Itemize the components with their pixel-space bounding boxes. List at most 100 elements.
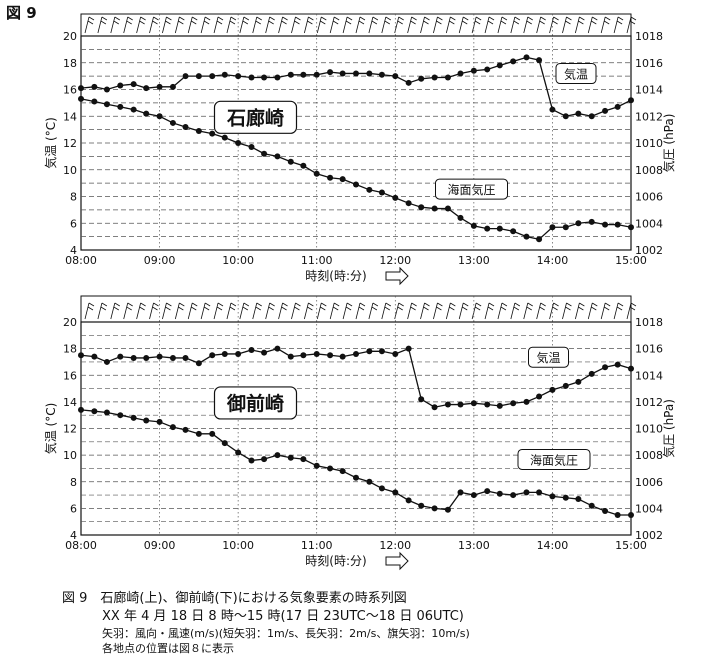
data-point — [143, 85, 150, 92]
wind-barb — [381, 16, 392, 34]
wind-barb — [549, 16, 559, 34]
x-tick-label: 15:00 — [615, 539, 647, 552]
y-tick-label-left: 14 — [63, 396, 77, 409]
data-point — [78, 352, 84, 359]
data-point — [588, 502, 595, 509]
caption-period: XX 年 4 月 18 日 8 時〜15 時(17 日 23UTC〜18 日 0… — [102, 609, 464, 624]
data-point — [182, 73, 189, 80]
data-point — [496, 62, 503, 69]
wind-barb — [97, 302, 108, 320]
data-point — [431, 74, 438, 81]
data-point — [575, 378, 582, 385]
data-point — [353, 70, 359, 77]
x-tick-label: 13:00 — [458, 254, 490, 267]
wind-barb — [252, 16, 262, 34]
data-point — [339, 70, 346, 77]
wind-barb — [510, 302, 521, 320]
x-tick-label: 10:00 — [222, 539, 254, 552]
data-point — [378, 189, 385, 196]
data-point — [418, 502, 425, 509]
data-point — [195, 360, 202, 367]
pressure-callout-label: 海面気圧 — [447, 182, 495, 197]
x-tick-label: 13:00 — [458, 539, 490, 552]
data-point — [261, 456, 268, 463]
data-point — [378, 348, 385, 355]
data-point — [209, 130, 216, 137]
wind-barb — [407, 302, 417, 320]
wind-barb — [278, 302, 288, 320]
data-point — [392, 194, 399, 201]
data-point — [117, 353, 124, 360]
data-point — [484, 66, 491, 73]
data-point — [470, 67, 477, 74]
caption-barb-legend: 矢羽：風向・風速(m/s)(短矢羽：1m/s、長矢羽：2m/s、旗矢羽：10m/… — [102, 627, 470, 640]
wind-barb — [497, 302, 508, 320]
wind-barb — [368, 16, 379, 34]
data-point — [562, 224, 569, 231]
wind-barb — [420, 302, 430, 320]
figure-caption: 図 9 石廊崎(上)、御前崎(下)における気象要素の時系列図 XX 年 4 月 … — [62, 590, 470, 656]
data-point — [130, 81, 137, 88]
data-point — [287, 353, 294, 360]
wind-barb — [226, 302, 237, 320]
y-tick-label-right: 1010 — [635, 137, 663, 150]
station-label: 石廊崎 — [226, 106, 284, 129]
data-point — [300, 456, 307, 463]
data-point — [444, 205, 451, 212]
wind-barb — [110, 302, 121, 320]
data-point — [235, 73, 242, 80]
data-point — [523, 233, 530, 240]
data-point — [182, 354, 189, 361]
wind-barb — [562, 16, 572, 34]
y-tick-label-right: 1006 — [635, 191, 663, 204]
data-point — [378, 485, 385, 492]
data-point — [221, 71, 228, 78]
x-tick-label: 11:00 — [301, 539, 333, 552]
data-point — [78, 406, 84, 413]
y-tick-label-right: 1004 — [635, 502, 663, 515]
x-tick-label: 10:00 — [222, 254, 254, 267]
wind-barb — [84, 16, 95, 34]
data-point — [378, 71, 385, 78]
x-tick-label: 08:00 — [65, 254, 97, 267]
data-point — [536, 393, 543, 400]
wind-barb — [174, 302, 185, 320]
y-tick-label-left: 14 — [63, 110, 77, 123]
y-tick-label-right: 1010 — [635, 423, 663, 436]
pressure-callout-box — [517, 448, 591, 470]
data-point — [103, 86, 110, 93]
wind-barb — [355, 16, 366, 34]
x-tick-label: 08:00 — [65, 539, 97, 552]
station-label-box — [213, 386, 298, 420]
wind-barb — [574, 302, 585, 320]
data-point — [143, 354, 150, 361]
data-point — [431, 404, 438, 411]
wind-barb — [213, 302, 224, 320]
data-point — [536, 236, 543, 243]
data-point — [510, 492, 517, 499]
data-point — [496, 490, 503, 497]
wind-barb — [381, 302, 392, 320]
wind-barb — [574, 16, 585, 34]
wind-barb — [626, 16, 637, 34]
y-tick-label-right: 1014 — [635, 84, 663, 97]
wind-barb — [510, 16, 521, 34]
data-point — [78, 95, 84, 102]
wind-barb — [316, 16, 327, 34]
data-point — [405, 497, 412, 504]
data-point — [549, 106, 556, 113]
y-tick-label-right: 1004 — [635, 217, 663, 230]
data-point — [274, 153, 281, 160]
data-point — [274, 452, 281, 459]
data-point — [405, 345, 412, 352]
data-point — [300, 71, 307, 78]
wind-barb — [471, 16, 482, 34]
x-axis-label: 時刻(時:分) — [305, 554, 366, 568]
data-point — [628, 224, 634, 231]
caption-title: 図 9 石廊崎(上)、御前崎(下)における気象要素の時系列図 — [62, 591, 407, 606]
wind-barb — [562, 302, 572, 320]
y-tick-label-right: 1016 — [635, 343, 663, 356]
wind-barb — [484, 302, 495, 320]
wind-barb — [123, 16, 133, 34]
data-point — [143, 110, 150, 117]
